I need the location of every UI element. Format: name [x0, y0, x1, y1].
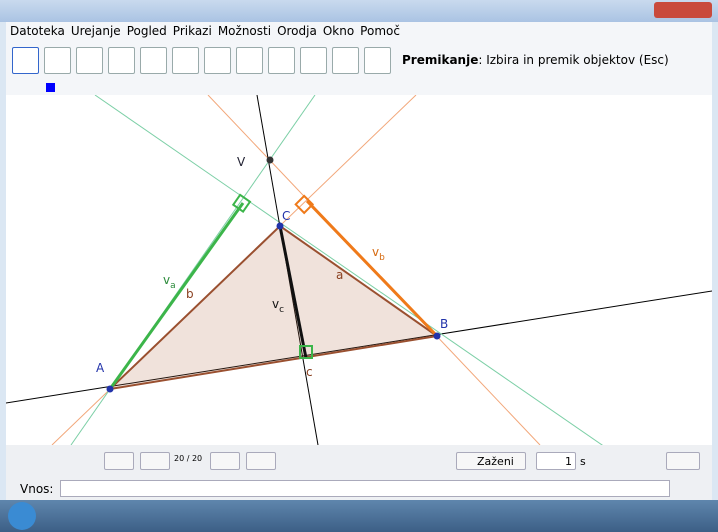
tool[interactable]: [332, 47, 359, 74]
tool[interactable]: [44, 47, 71, 74]
speed-unit: s: [580, 455, 586, 468]
tool[interactable]: [108, 47, 135, 74]
altitude-label-main: v: [372, 245, 379, 259]
button[interactable]: [210, 452, 240, 470]
play-label: Zaženi: [477, 455, 514, 468]
point-label: V: [237, 155, 246, 169]
side-label: c: [306, 365, 313, 379]
tool[interactable]: [140, 47, 167, 74]
tool[interactable]: [204, 47, 231, 74]
side-label: a: [336, 268, 343, 282]
point[interactable]: [107, 386, 114, 393]
altitude-label-sub: b: [379, 253, 385, 263]
tool-move[interactable]: [12, 47, 39, 74]
mode-description: : Izbira in premik objektov (Esc): [478, 53, 668, 67]
play-button[interactable]: Zaženi: [456, 452, 526, 470]
altitude-label-sub: a: [170, 281, 176, 291]
geogebra-window: Datoteka Urejanje Pogled Prikazi Možnosti Oro…: [0, 0, 718, 532]
point[interactable]: [434, 333, 441, 340]
speed-field[interactable]: 1: [536, 452, 576, 470]
tool[interactable]: [236, 47, 263, 74]
menu-item[interactable]: Pogled: [127, 24, 167, 38]
menu-item[interactable]: Orodja: [277, 24, 317, 38]
frame-counter: 20 / 20: [174, 454, 202, 463]
altitude-label-main: v: [163, 273, 170, 287]
line-bc: [95, 95, 712, 445]
tool[interactable]: [76, 47, 103, 74]
button[interactable]: [104, 452, 134, 470]
window-controls[interactable]: [654, 2, 712, 18]
mode-name: Premikanje: [402, 53, 478, 67]
tool[interactable]: [268, 47, 295, 74]
start-button[interactable]: [8, 502, 36, 530]
point-label: A: [96, 361, 105, 375]
input-bar: Vnos:: [6, 478, 712, 500]
button[interactable]: [140, 452, 170, 470]
point[interactable]: [277, 223, 284, 230]
altitude-label: va: [163, 273, 176, 291]
input-field[interactable]: [60, 480, 670, 497]
mode-help: Premikanje: Izbira in premik objektov (E…: [402, 53, 669, 67]
point-label: B: [440, 317, 448, 331]
menu-item[interactable]: Urejanje: [71, 24, 121, 38]
tool[interactable]: [172, 47, 199, 74]
button[interactable]: [246, 452, 276, 470]
title-bar: [0, 0, 718, 22]
menu-item[interactable]: Pomoč: [360, 24, 400, 38]
menu-item[interactable]: Prikazi: [173, 24, 212, 38]
taskbar: [0, 500, 718, 532]
input-label: Vnos:: [20, 482, 53, 496]
menu-item[interactable]: Okno: [323, 24, 354, 38]
side-label: b: [186, 287, 194, 301]
point-label: C: [282, 209, 290, 223]
animation-bar: 20 / 20 Zaženi 1 s: [6, 445, 712, 478]
altitude-label-main: v: [272, 297, 279, 311]
color-swatch[interactable]: [46, 83, 55, 92]
altitude-label-sub: c: [279, 305, 284, 315]
menu-bar: Datoteka Urejanje Pogled Prikazi Možnosti Oro…: [6, 22, 712, 40]
toolbar: Premikanje: Izbira in premik objektov (E…: [6, 40, 712, 80]
tool[interactable]: [364, 47, 391, 74]
point[interactable]: [267, 157, 274, 164]
altitude-label: vb: [372, 245, 385, 263]
menu-item[interactable]: Datoteka: [10, 24, 65, 38]
button[interactable]: [666, 452, 700, 470]
menu-item[interactable]: Možnosti: [218, 24, 271, 38]
tool[interactable]: [300, 47, 327, 74]
speed: 1: [565, 455, 572, 468]
style-bar: [6, 80, 712, 95]
